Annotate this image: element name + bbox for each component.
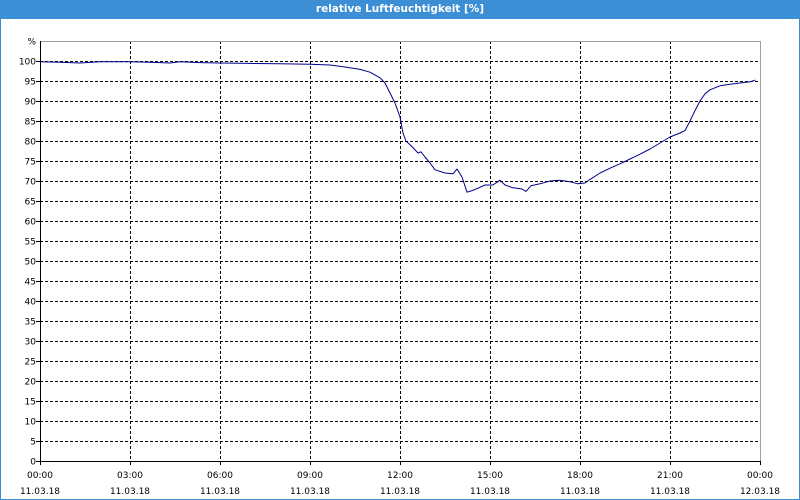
x-tick-date-label: 11.03.18 <box>560 487 600 497</box>
series-group <box>39 61 756 193</box>
humidity-series-line <box>39 61 756 193</box>
tick-marks <box>36 61 761 465</box>
x-tick-date-label: 11.03.18 <box>290 487 330 497</box>
x-tick-time-label: 21:00 <box>657 471 683 481</box>
x-tick-time-label: 09:00 <box>297 471 323 481</box>
x-tick-date-label: 12.03.18 <box>740 487 780 497</box>
x-tick-time-label: 00:00 <box>747 471 773 481</box>
tick-labels: 0 5 10 15 20 25 30 35 40 45 50 55 60 65 70 75 80 85 90 95 10… <box>19 38 781 498</box>
y-tick-label: 85 <box>25 118 36 128</box>
y-tick-label: 95 <box>25 78 36 88</box>
y-tick-label: 20 <box>25 378 37 388</box>
y-tick-label: 0 <box>30 458 36 468</box>
x-tick-time-label: 00:00 <box>27 471 53 481</box>
x-tick-time-label: 06:00 <box>207 471 233 481</box>
y-tick-label: 55 <box>25 238 36 248</box>
x-tick-date-label: 11.03.18 <box>380 487 420 497</box>
y-tick-label: 70 <box>25 178 37 188</box>
x-tick-time-label: 18:00 <box>567 471 593 481</box>
y-tick-label: 40 <box>25 298 37 308</box>
y-tick-label: 5 <box>30 438 36 448</box>
y-tick-label: 60 <box>25 218 37 228</box>
y-tick-label: 65 <box>25 198 36 208</box>
y-tick-label: 100 <box>19 58 36 68</box>
x-tick-time-label: 15:00 <box>477 471 503 481</box>
x-tick-time-label: 12:00 <box>387 471 413 481</box>
y-tick-label: 30 <box>25 338 37 348</box>
y-tick-label: 80 <box>25 138 37 148</box>
y-tick-label: 50 <box>25 258 37 268</box>
y-tick-label: 10 <box>25 418 37 428</box>
y-axis-unit-label: % <box>27 38 36 48</box>
y-tick-label: 75 <box>25 158 36 168</box>
y-tick-label: 45 <box>25 278 36 288</box>
gridlines <box>40 41 760 461</box>
x-tick-time-label: 03:00 <box>117 471 143 481</box>
x-tick-date-label: 11.03.18 <box>200 487 240 497</box>
chart-title: relative Luftfeuchtigkeit [%] <box>315 3 485 15</box>
x-tick-date-label: 11.03.18 <box>110 487 150 497</box>
x-tick-date-label: 11.03.18 <box>20 487 60 497</box>
x-tick-date-label: 11.03.18 <box>470 487 510 497</box>
title-bar: relative Luftfeuchtigkeit [%] <box>0 0 800 19</box>
y-tick-label: 15 <box>25 398 36 408</box>
x-tick-date-label: 11.03.18 <box>650 487 690 497</box>
y-tick-label: 25 <box>25 358 36 368</box>
y-tick-label: 35 <box>25 318 36 328</box>
y-tick-label: 90 <box>25 98 37 108</box>
